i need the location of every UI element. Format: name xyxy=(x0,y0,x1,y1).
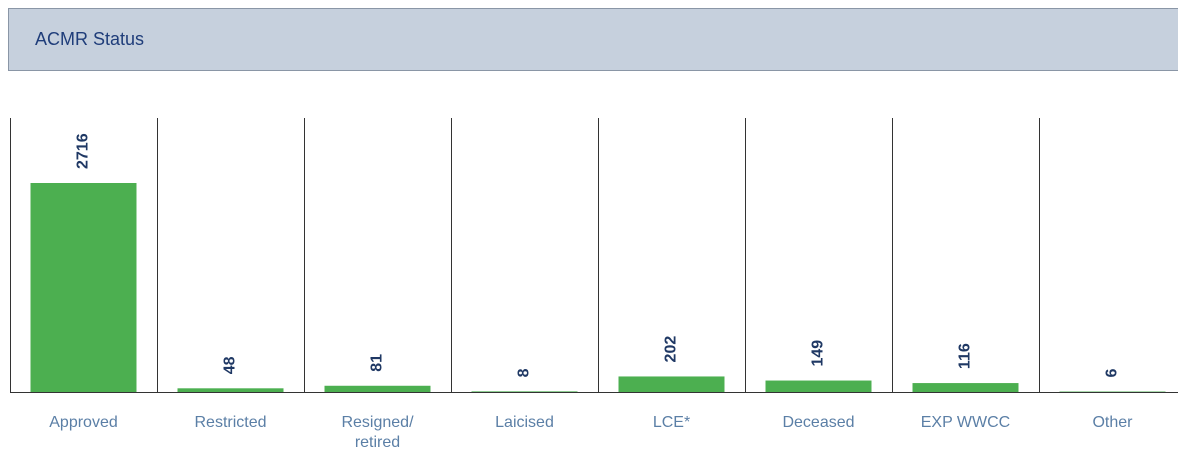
value-label: 202 xyxy=(663,336,680,363)
value-label: 48 xyxy=(222,356,239,374)
bar xyxy=(30,183,137,392)
bar xyxy=(618,376,725,392)
value-label: 149 xyxy=(810,340,827,367)
value-label: 8 xyxy=(516,368,533,377)
category-label: LCE* xyxy=(652,414,691,431)
value-label: 81 xyxy=(369,354,386,372)
category-label: Approved xyxy=(49,414,118,431)
value-label: 2716 xyxy=(75,133,92,169)
category-label: Deceased xyxy=(782,414,855,431)
bar xyxy=(324,385,431,392)
value-label: 116 xyxy=(957,343,974,369)
category-label: Resigned/ retired xyxy=(341,414,414,451)
value-label: 6 xyxy=(1104,369,1121,378)
category-label: EXP WWCC xyxy=(920,414,1011,431)
bar xyxy=(471,391,578,392)
bar xyxy=(765,380,872,392)
bar xyxy=(177,388,284,392)
bar xyxy=(912,383,1019,392)
category-label: Laicised xyxy=(495,414,554,431)
header-band xyxy=(8,8,1178,71)
category-label: Restricted xyxy=(194,414,267,431)
category-label: Other xyxy=(1092,414,1133,431)
chart-title: ACMR Status xyxy=(35,29,144,49)
